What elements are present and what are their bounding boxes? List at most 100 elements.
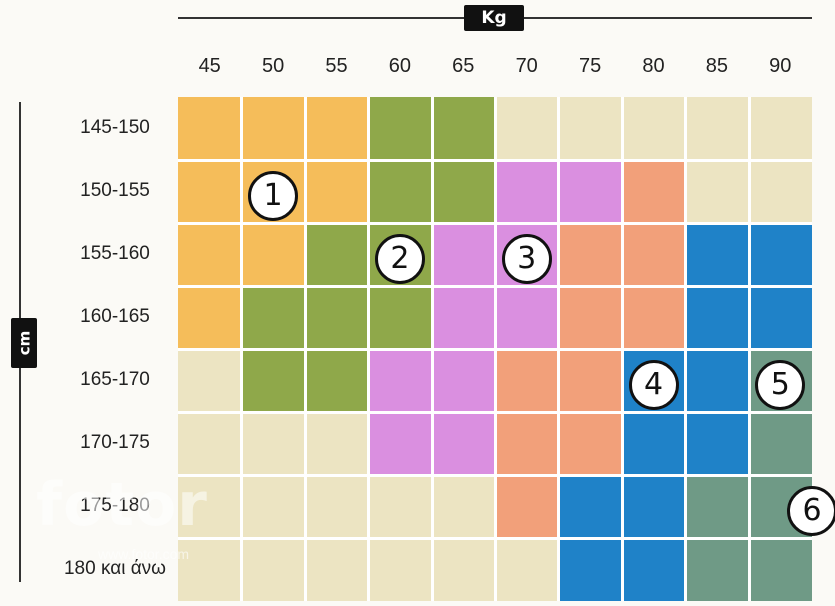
heatmap-cell xyxy=(495,97,559,160)
heatmap-cell xyxy=(304,412,369,475)
heatmap-cell xyxy=(495,475,559,538)
heatmap-cell xyxy=(558,160,622,223)
heatmap-cell xyxy=(178,160,242,223)
heatmap-cell xyxy=(368,475,432,538)
y-tick-label: 180 και άνω xyxy=(63,557,167,579)
heatmap-cell xyxy=(685,538,749,601)
heatmap-cell xyxy=(558,349,622,412)
heatmap-cell xyxy=(241,349,305,412)
heatmap-cell xyxy=(431,349,495,412)
heatmap-cell xyxy=(685,97,749,160)
x-tick-label: 45 xyxy=(198,55,221,77)
y-tick-label: 145-150 xyxy=(80,116,150,138)
x-tick-label: 85 xyxy=(705,55,729,77)
size-badge-1: 1 xyxy=(248,170,299,221)
heatmap-cell xyxy=(685,286,749,349)
heatmap-cell xyxy=(431,412,495,475)
heatmap-cell xyxy=(621,475,686,538)
x-tick-label: 75 xyxy=(578,55,602,77)
heatmap-cell xyxy=(241,223,305,286)
grid-line-horizontal xyxy=(178,285,812,288)
x-tick-label: 60 xyxy=(388,55,412,77)
size-badge-4: 4 xyxy=(628,359,679,410)
y-tick-label: 170-175 xyxy=(80,431,150,453)
heatmap-cell xyxy=(178,286,242,349)
heatmap-cell xyxy=(178,538,242,601)
y-tick-label: 155-160 xyxy=(80,242,150,264)
heatmap-cell xyxy=(748,223,812,286)
heatmap-cell xyxy=(748,160,812,223)
heatmap-cell xyxy=(304,160,369,223)
heatmap-cell xyxy=(621,538,686,601)
x-tick-label: 90 xyxy=(769,55,792,77)
heatmap-cell xyxy=(495,412,559,475)
x-tick-label: 55 xyxy=(325,55,348,77)
heatmap-cell xyxy=(621,412,686,475)
heatmap-cell xyxy=(178,475,242,538)
heatmap-cell xyxy=(241,286,305,349)
heatmap-cell xyxy=(685,223,749,286)
heatmap-cell xyxy=(558,223,622,286)
heatmap-cell xyxy=(685,475,749,538)
heatmap-cell xyxy=(558,412,622,475)
heatmap-cell xyxy=(368,349,432,412)
heatmap-cell xyxy=(431,538,495,601)
heatmap-cell xyxy=(431,223,495,286)
heatmap-cell xyxy=(431,475,495,538)
grid-line-horizontal xyxy=(178,348,812,351)
y-tick-label: 160-165 xyxy=(80,305,150,327)
heatmap-cell xyxy=(558,97,622,160)
heatmap-cell xyxy=(621,223,686,286)
heatmap-cell xyxy=(241,538,305,601)
grid-line-horizontal xyxy=(178,159,812,162)
y-axis-title-text: cm xyxy=(15,330,33,356)
y-tick-label: 150-155 xyxy=(80,179,150,201)
heatmap-cell xyxy=(495,160,559,223)
heatmap-cell xyxy=(558,286,622,349)
heatmap-cell xyxy=(368,538,432,601)
heatmap-cell xyxy=(368,97,432,160)
heatmap-cell xyxy=(748,97,812,160)
x-tick-label: 80 xyxy=(642,55,665,77)
heatmap-cell xyxy=(621,160,686,223)
heatmap-cell xyxy=(304,223,369,286)
x-axis-title: Kg xyxy=(464,5,524,31)
heatmap-cell xyxy=(495,349,559,412)
size-badge-3: 3 xyxy=(501,233,552,284)
heatmap-cell xyxy=(178,97,242,160)
x-tick-label: 70 xyxy=(515,55,538,77)
heatmap-cell xyxy=(558,475,622,538)
size-badge-6: 6 xyxy=(787,485,835,536)
grid-line-horizontal xyxy=(178,474,812,477)
heatmap-cell xyxy=(304,538,369,601)
heatmap-cell xyxy=(241,97,305,160)
heatmap-cell xyxy=(558,538,622,601)
heatmap-cell xyxy=(304,286,369,349)
heatmap-cell xyxy=(241,412,305,475)
heatmap-cell xyxy=(621,97,686,160)
heatmap-cell xyxy=(685,412,749,475)
heatmap-cell xyxy=(178,223,242,286)
grid-line-horizontal xyxy=(178,222,812,225)
heatmap-cell xyxy=(368,412,432,475)
heatmap-cell xyxy=(621,286,686,349)
heatmap-cell xyxy=(748,538,812,601)
heatmap-cell xyxy=(685,160,749,223)
heatmap-cell xyxy=(304,97,369,160)
x-tick-label: 65 xyxy=(452,55,475,77)
heatmap-cell xyxy=(368,286,432,349)
heatmap-cell xyxy=(431,97,495,160)
size-badge-5: 5 xyxy=(755,359,806,410)
heatmap-cell xyxy=(495,286,559,349)
y-tick-label: 175-180 xyxy=(80,494,150,516)
heatmap-cell xyxy=(368,160,432,223)
heatmap-cell xyxy=(748,412,812,475)
heatmap-cell xyxy=(178,412,242,475)
y-axis-title: cm xyxy=(11,318,37,368)
heatmap-cell xyxy=(241,475,305,538)
heatmap-cell xyxy=(178,349,242,412)
x-tick-label: 50 xyxy=(261,55,285,77)
grid-line-horizontal xyxy=(178,411,812,414)
heatmap-cell xyxy=(495,538,559,601)
